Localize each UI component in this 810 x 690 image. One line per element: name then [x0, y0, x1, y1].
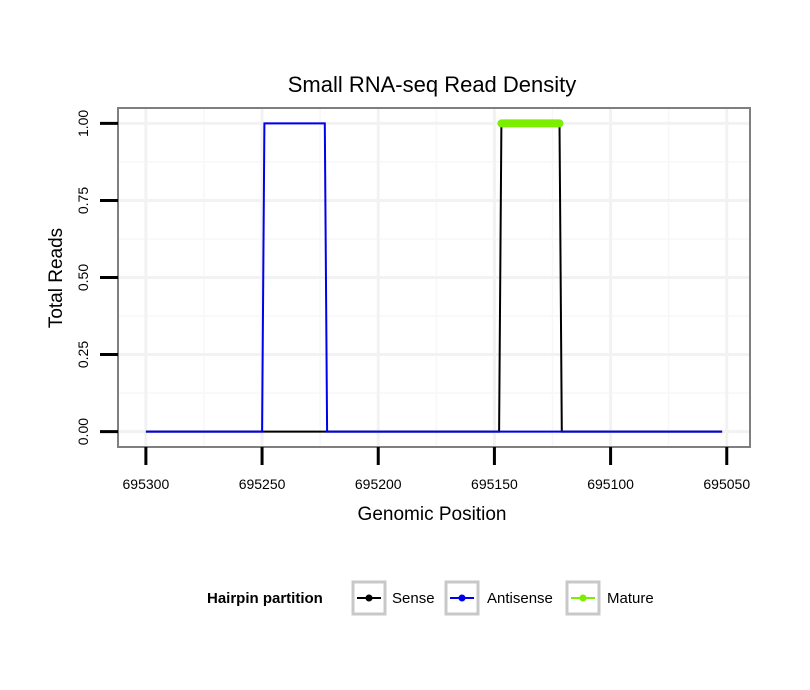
legend-label-sense: Sense: [392, 590, 435, 607]
axes: 0.00 0.25 0.50 0.75 1.00 695300 695250 695200 69…: [75, 110, 750, 492]
x-axis-label: Genomic Position: [358, 504, 507, 525]
legend-dot-sense: [365, 594, 373, 602]
y-tick-label: 0.50: [75, 264, 91, 291]
y-tick-label: 0.25: [75, 341, 91, 368]
legend-label-antisense: Antisense: [487, 590, 553, 607]
series-group: [145, 119, 723, 433]
legend-dot-mature: [579, 594, 587, 602]
x-tick-label: 695200: [355, 476, 402, 492]
y-axis-label: Total Reads: [46, 228, 67, 328]
y-tick-label: 0.75: [75, 187, 91, 214]
legend-dot-antisense: [458, 594, 466, 602]
legend-title: Hairpin partition: [207, 590, 323, 607]
legend: Sense Antisense Mature: [351, 580, 654, 616]
x-tick-label: 695100: [587, 476, 634, 492]
series-line-antisense: [145, 122, 723, 433]
y-tick-label: 0.00: [75, 418, 91, 445]
legend-label-mature: Mature: [607, 590, 654, 607]
y-tick-label: 1.00: [75, 110, 91, 137]
x-tick-label: 695250: [239, 476, 286, 492]
x-tick-label: 695050: [703, 476, 750, 492]
x-tick-label: 695300: [123, 476, 170, 492]
chart-title: Small RNA-seq Read Density: [288, 72, 577, 97]
x-tick-label: 695150: [471, 476, 518, 492]
